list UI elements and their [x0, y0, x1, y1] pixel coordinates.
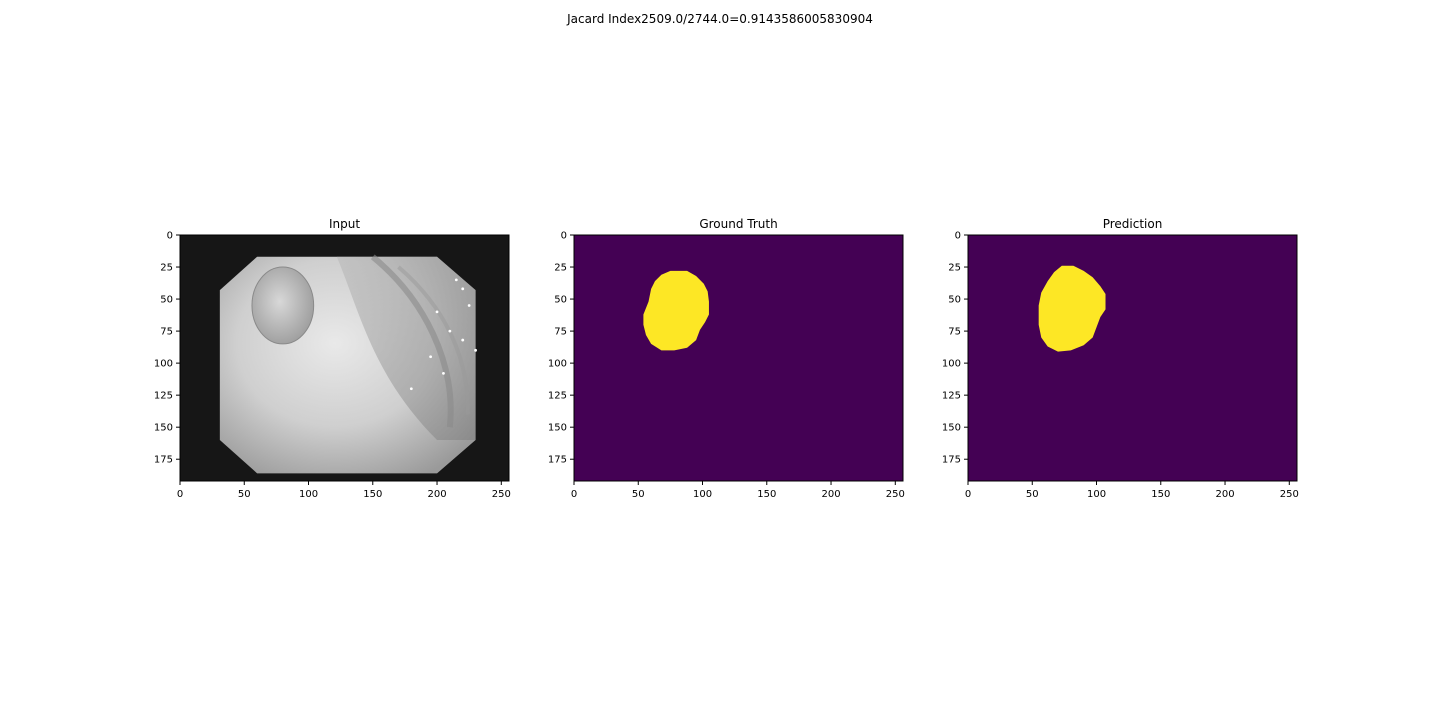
y-tick-label: 75	[554, 327, 567, 338]
y-tick-label: 125	[154, 391, 173, 402]
y-tick-label: 100	[942, 359, 961, 370]
figure-suptitle: Jacard Index2509.0/2744.0=0.914358600583…	[567, 12, 873, 26]
y-tick-label: 50	[160, 295, 173, 306]
specular-highlight	[429, 355, 433, 359]
y-tick-label: 125	[942, 391, 961, 402]
subplot-title: Ground Truth	[699, 217, 777, 231]
subplot-ground-truth: Ground Truth 0 50 100 150 200 250 0 25 50 75 100 125…	[548, 217, 905, 500]
y-tick-label: 25	[554, 263, 567, 274]
y-tick-label: 175	[154, 455, 173, 466]
x-tick-label: 150	[757, 489, 776, 500]
image-area	[180, 235, 509, 481]
specular-highlight	[461, 338, 465, 342]
specular-highlight	[454, 278, 458, 282]
tissue-fold-ridge	[397, 265, 470, 415]
tissue-fold-ridge	[370, 254, 454, 428]
y-tick-label: 75	[160, 327, 173, 338]
mask-background	[968, 235, 1297, 481]
x-tick-label: 100	[693, 489, 712, 500]
y-tick-label: 125	[548, 391, 567, 402]
y-tick-label: 100	[548, 359, 567, 370]
y-tick-label: 0	[955, 231, 961, 242]
axes-frame	[967, 234, 1298, 482]
specular-highlight	[461, 287, 465, 291]
subplot-title: Prediction	[1103, 217, 1163, 231]
x-tick-label: 50	[1026, 489, 1039, 500]
x-tick-label: 250	[1280, 489, 1299, 500]
y-tick-label: 100	[154, 359, 173, 370]
specular-highlight	[409, 387, 413, 391]
x-tick-label: 200	[821, 489, 840, 500]
y-tick-label: 25	[160, 263, 173, 274]
specular-highlight	[448, 329, 452, 333]
x-tick-label: 0	[571, 489, 577, 500]
x-tick-label: 150	[363, 489, 382, 500]
y-tick-label: 50	[948, 295, 961, 306]
y-tick-label: 150	[942, 423, 961, 434]
polyp	[251, 266, 315, 345]
x-tick-label: 100	[299, 489, 318, 500]
image-area	[574, 235, 903, 481]
subplot-prediction: Prediction 0 50 100 150 200 250 0 25 50 75 100 125 15…	[942, 217, 1299, 500]
y-tick-label: 175	[548, 455, 567, 466]
axes-frame	[573, 234, 904, 482]
mask-background	[574, 235, 903, 481]
y-tick-label: 150	[154, 423, 173, 434]
specular-highlight	[467, 304, 471, 307]
y-tick-label: 50	[554, 295, 567, 306]
y-tick-label: 175	[942, 455, 961, 466]
y-tick-label: 150	[548, 423, 567, 434]
y-tick-label: 0	[167, 231, 173, 242]
x-tick-label: 250	[492, 489, 511, 500]
y-tick-label: 25	[948, 263, 961, 274]
specular-highlight	[474, 348, 477, 352]
y-tick-label: 0	[561, 231, 567, 242]
x-tick-label: 50	[238, 489, 251, 500]
segmentation-mask	[643, 270, 709, 351]
x-tick-label: 200	[427, 489, 446, 500]
x-tick-label: 0	[965, 489, 971, 500]
x-tick-label: 200	[1215, 489, 1234, 500]
x-tick-label: 250	[886, 489, 905, 500]
x-tick-label: 150	[1151, 489, 1170, 500]
specular-highlight	[442, 371, 445, 375]
x-tick-label: 50	[632, 489, 645, 500]
x-tick-label: 100	[1087, 489, 1106, 500]
axes-frame	[179, 234, 510, 482]
tissue-fold	[336, 256, 476, 440]
subplot-input: Input 0 50 100 150 200 250 0 25 50 75 100 125 150 175	[154, 217, 511, 500]
specular-highlight	[435, 310, 439, 314]
y-tick-label: 75	[948, 327, 961, 338]
segmentation-mask	[1038, 265, 1106, 352]
subplot-title: Input	[329, 217, 360, 231]
x-tick-label: 0	[177, 489, 183, 500]
image-area	[968, 235, 1297, 481]
